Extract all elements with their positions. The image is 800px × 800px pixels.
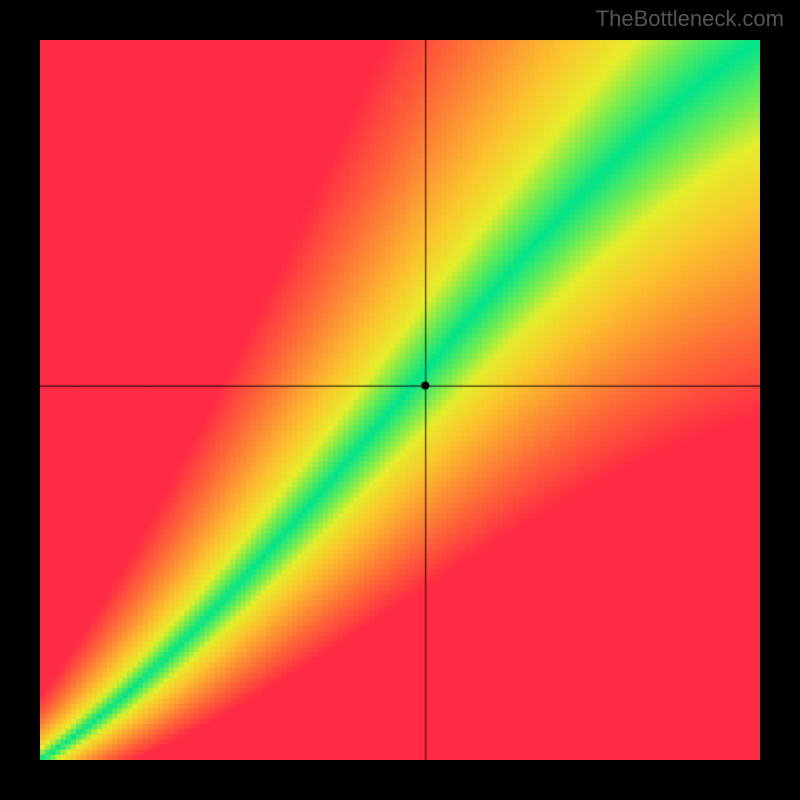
bottleneck-heatmap [40, 40, 760, 760]
watermark-text: TheBottleneck.com [596, 6, 784, 32]
chart-container: TheBottleneck.com [0, 0, 800, 800]
